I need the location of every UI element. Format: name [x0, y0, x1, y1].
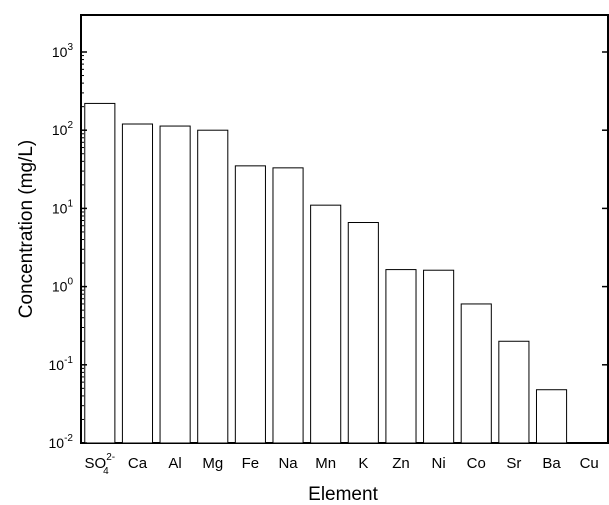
bar-fe [234, 165, 266, 444]
x-tick-label: SO2-4 [85, 452, 116, 477]
x-tick-label: Ni [432, 455, 446, 472]
x-tick-label: Co [467, 455, 486, 472]
plot-frame [80, 14, 609, 444]
bar-mg [197, 129, 229, 444]
y-tick-label: 102 [52, 120, 74, 138]
x-tick-label: Ca [128, 455, 148, 472]
x-tick-label: Zn [392, 455, 410, 472]
y-axis-ticks: 10-2 10-1 100 101 102 103 [49, 42, 608, 451]
x-axis-title: Element [308, 484, 378, 505]
y-tick-label: 100 [52, 277, 74, 295]
bar-zn [385, 269, 417, 444]
y-tick-label: 103 [52, 42, 74, 60]
bar-al [159, 125, 191, 444]
bar-na [272, 167, 304, 444]
x-tick-label: Cu [580, 455, 599, 472]
x-tick-label: Mn [315, 455, 336, 472]
y-tick-label: 10-1 [49, 355, 74, 373]
x-tick-label: Mg [202, 455, 223, 472]
bar-ni [423, 269, 455, 444]
bar-mn [310, 204, 342, 444]
bar-sr [498, 340, 530, 444]
x-tick-label: Sr [506, 455, 521, 472]
x-tick-label: Fe [242, 455, 260, 472]
x-tick-label: Na [278, 455, 298, 472]
x-tick-label: Al [168, 455, 181, 472]
bar-ca [121, 123, 154, 444]
x-tick-label: Ba [542, 455, 561, 472]
bar-co [460, 303, 492, 444]
bar-ba [535, 389, 568, 444]
x-tick-label: K [358, 455, 368, 472]
y-tick-label: 101 [52, 198, 74, 216]
y-tick-label: 10-2 [49, 433, 74, 451]
x-axis-tick-labels: SO2-4 Ca Al Mg Fe Na Mn K Zn Ni Co Sr Ba Cu [85, 452, 599, 477]
y-axis-title: Concentration (mg/L) [16, 140, 37, 318]
bar-so42 [84, 102, 116, 444]
bar-k [347, 222, 379, 444]
bars-group [84, 102, 568, 444]
